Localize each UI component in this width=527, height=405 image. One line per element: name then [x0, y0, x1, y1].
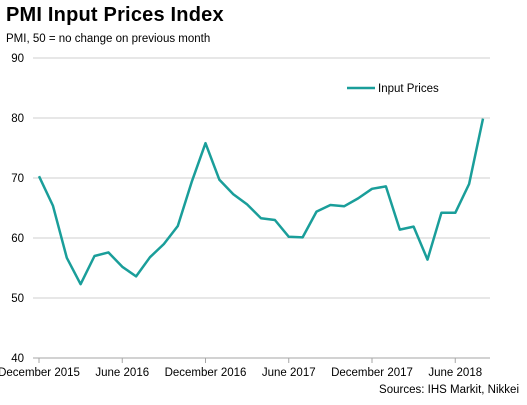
chart-subtitle: PMI, 50 = no change on previous month	[6, 33, 211, 45]
series-layer	[37, 118, 485, 286]
x-tick-label: June 2017	[262, 367, 316, 379]
y-tick-label: 60	[11, 233, 24, 245]
x-axis: December 2015 June 2016 December 2016 June …	[0, 357, 490, 379]
y-axis: 40 50 60 70 80 90	[11, 53, 24, 365]
gridlines	[33, 57, 490, 299]
y-tick-label: 90	[11, 53, 24, 65]
y-tick-label: 50	[11, 293, 24, 305]
chart-title: PMI Input Prices Index	[6, 4, 224, 26]
source-note: Sources: IHS Markit, Nikkei	[379, 384, 519, 396]
y-tick-label: 40	[11, 353, 24, 365]
x-tick-label: June 2016	[95, 367, 149, 379]
legend-label-input-prices: Input Prices	[378, 83, 439, 95]
series-line-input-prices	[37, 118, 485, 286]
y-tick-label: 70	[11, 173, 24, 185]
x-tick-label: December 2017	[331, 367, 413, 379]
y-tick-label: 80	[11, 113, 24, 125]
x-tick-label: June 2018	[428, 367, 482, 379]
x-tick-label: December 2016	[165, 367, 247, 379]
x-tick-label: December 2015	[0, 367, 80, 379]
legend: Input Prices	[347, 83, 439, 95]
